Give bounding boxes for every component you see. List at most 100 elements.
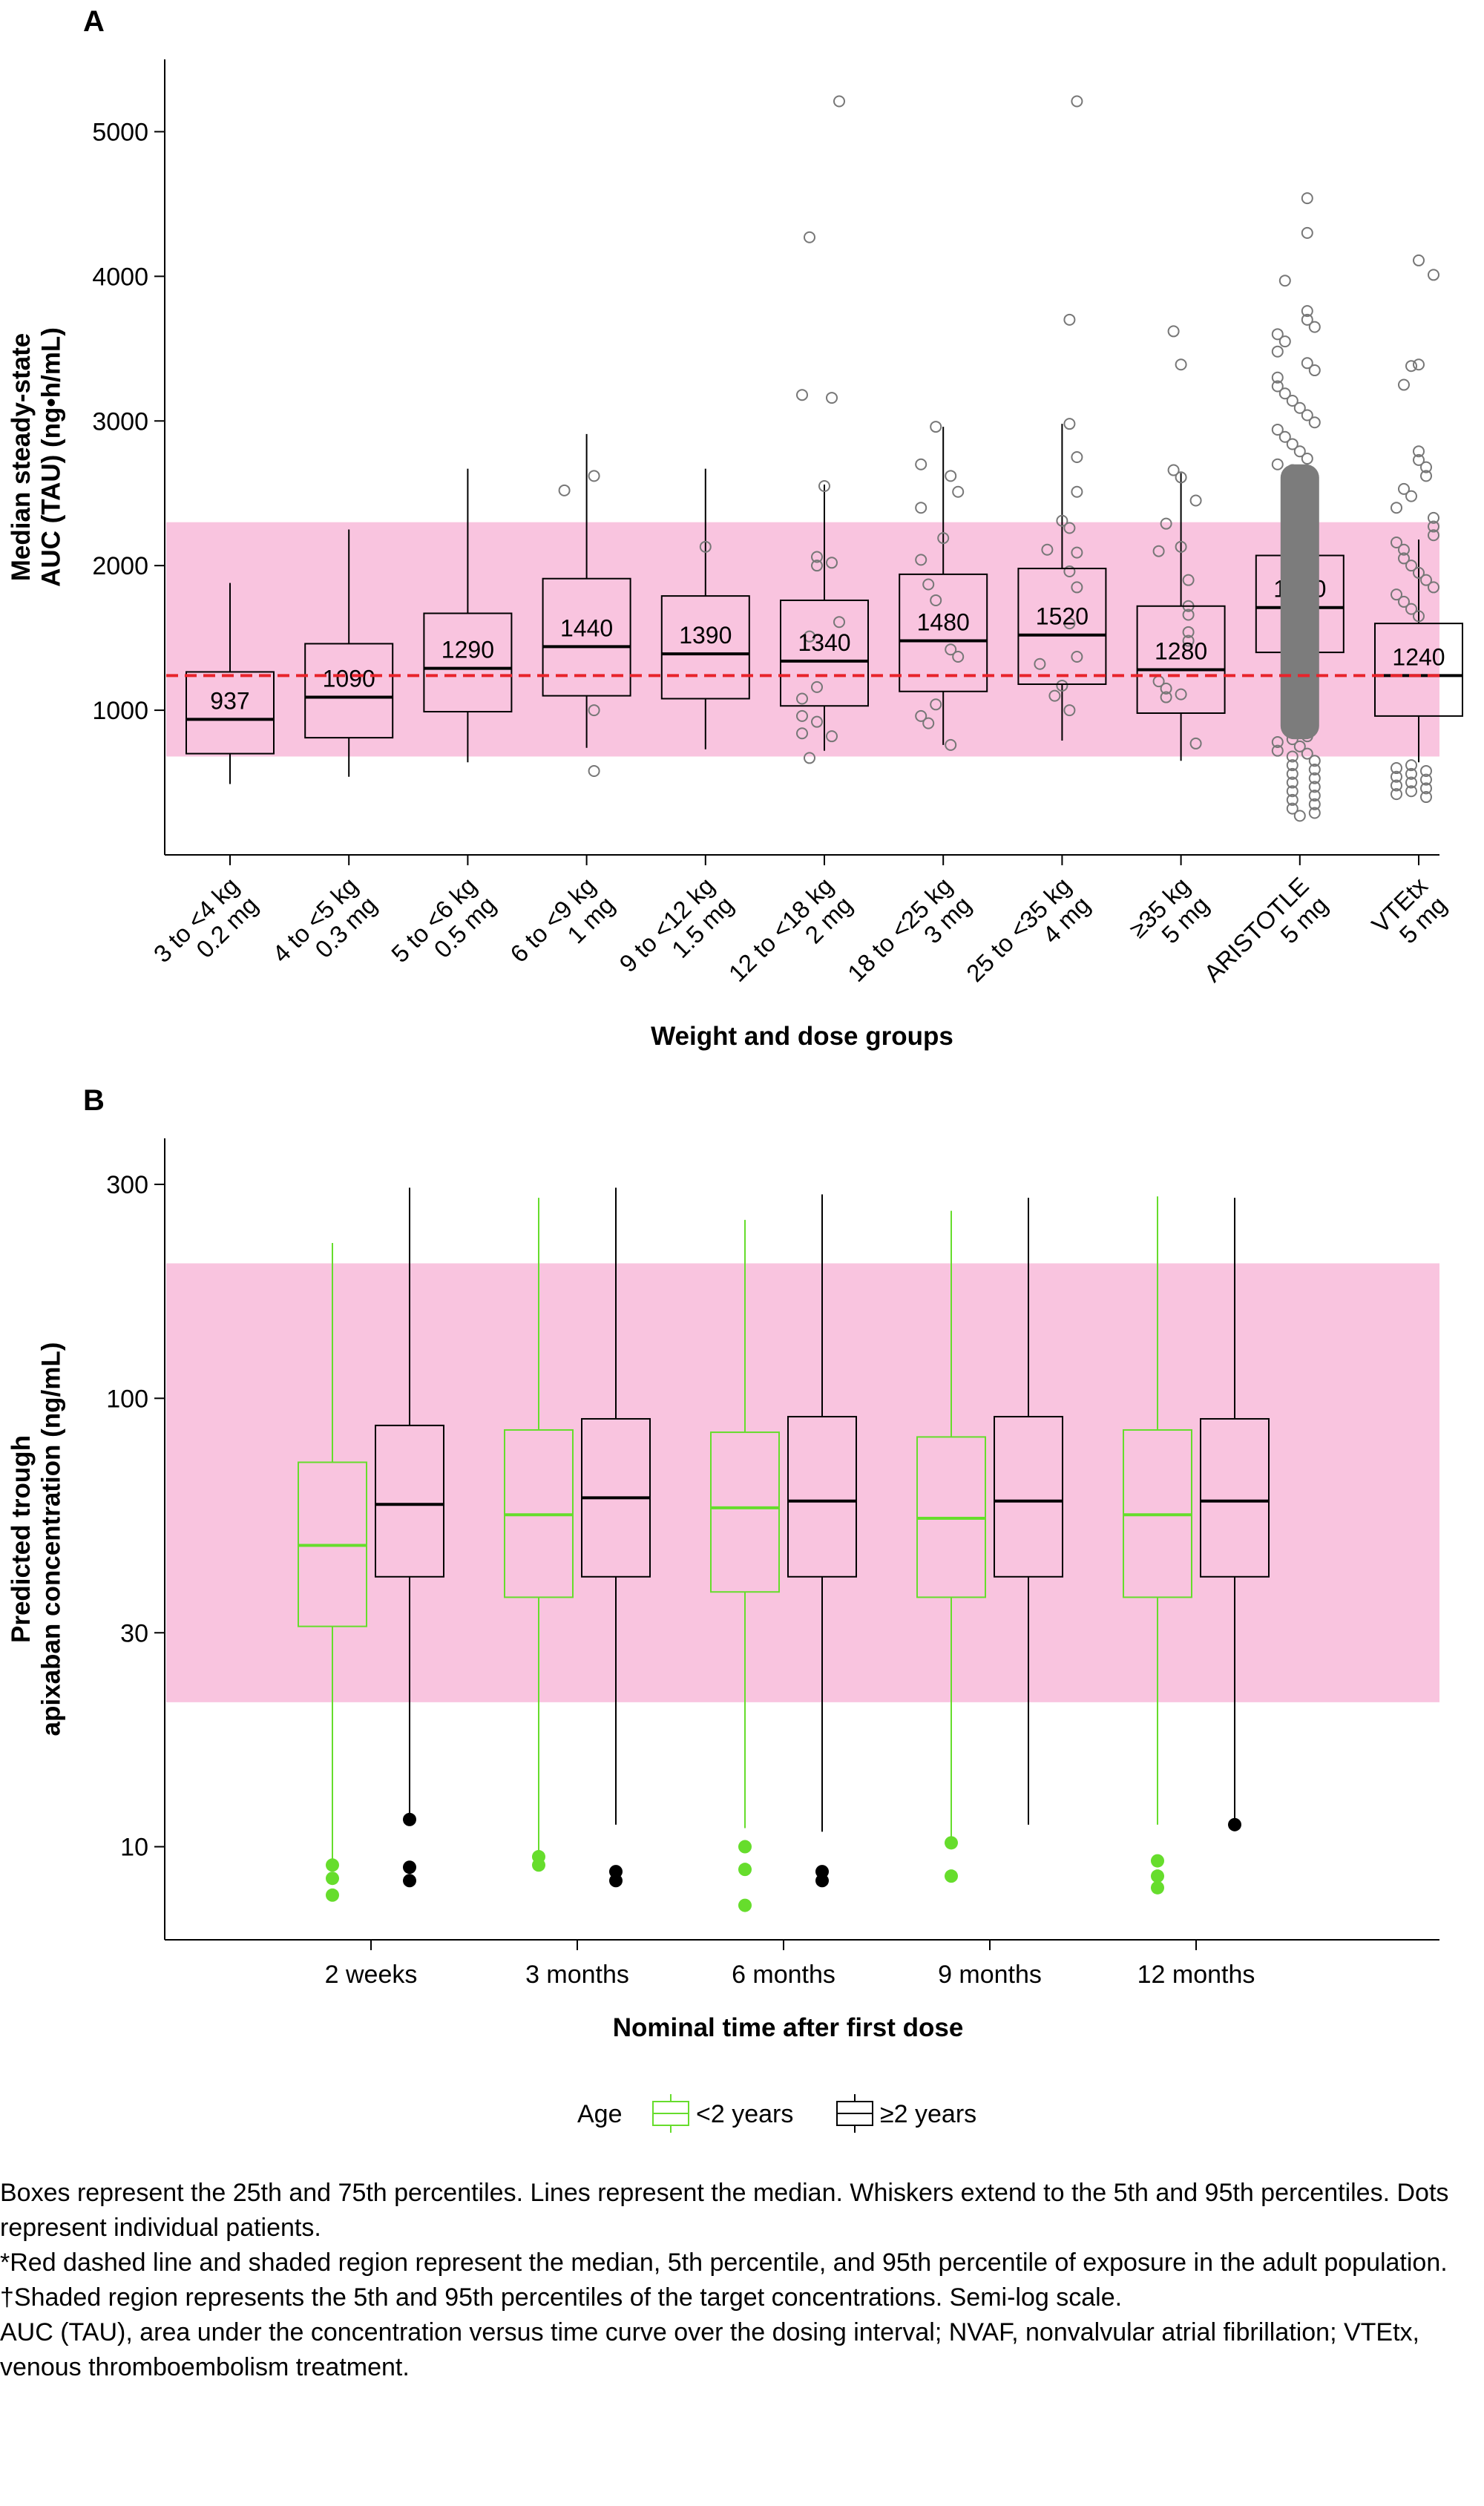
outlier-point: [1301, 226, 1313, 239]
outlier-point: [945, 1869, 958, 1883]
outlier-point: [1420, 791, 1432, 804]
box: [787, 1416, 857, 1578]
y-tick-label: 1000: [92, 697, 148, 725]
outlier-point: [945, 470, 957, 482]
outlier-point: [588, 764, 600, 777]
legend-entry: ≥2 years: [836, 2094, 976, 2133]
outlier-point: [1293, 401, 1306, 414]
outlier-point: [1420, 461, 1432, 473]
outlier-point: [1308, 755, 1321, 767]
outlier-point: [1405, 360, 1417, 373]
outlier-point: [1151, 1880, 1164, 1895]
box: [1017, 568, 1107, 686]
outlier-point: [1413, 610, 1425, 623]
outlier-point: [1278, 387, 1291, 400]
outlier-point: [1391, 788, 1402, 801]
legend-entry: <2 years: [652, 2094, 793, 2133]
outlier-point: [1398, 543, 1410, 556]
outlier-point: [804, 752, 815, 764]
outlier-point: [937, 532, 950, 545]
outlier-point: [1420, 764, 1432, 777]
outlier-point: [1428, 520, 1439, 533]
y-axis-title-line: Median steady-state: [7, 333, 36, 582]
y-axis-title: Predicted troughapixaban concentration (…: [7, 1342, 65, 1736]
y-tick-label: 4000: [92, 263, 148, 291]
footnote-shaded-region: †Shaded region represents the 5th and 95…: [0, 2283, 1123, 2312]
outlier-point: [1301, 452, 1313, 465]
y-tick-label: 30: [120, 1619, 148, 1647]
box: [994, 1416, 1063, 1578]
outlier-point: [1071, 485, 1083, 498]
outlier-point: [1271, 458, 1284, 470]
median-label: 1090: [323, 666, 375, 692]
x-tick-label: 3 to <4 kg0.2 mg: [148, 872, 263, 987]
outlier-point: [1420, 470, 1432, 482]
box: [375, 1424, 444, 1578]
outlier-point: [930, 421, 942, 433]
box-group: [787, 1194, 857, 1888]
outlier-point: [1413, 566, 1425, 579]
outlier-point: [1071, 581, 1083, 594]
box: [304, 643, 394, 739]
outlier-point: [403, 1874, 416, 1888]
aristotle-point-cloud: [1280, 464, 1319, 740]
outlier-point: [1391, 762, 1402, 775]
outlier-point: [1286, 776, 1298, 789]
y-tick-label: 100: [106, 1385, 148, 1413]
outlier-point: [796, 692, 808, 705]
outlier-point: [1413, 358, 1425, 371]
outlier-point: [1308, 764, 1321, 776]
reference-band: [166, 522, 1439, 757]
median-label: 1440: [560, 614, 613, 641]
outlier-point: [811, 680, 823, 693]
outlier-point: [1063, 522, 1076, 534]
outlier-point: [945, 1836, 958, 1850]
outlier-point: [1420, 574, 1432, 586]
outlier-point: [609, 1874, 623, 1888]
x-axis-title: Weight and dose groups: [651, 1022, 953, 1051]
outlier-point: [1278, 275, 1291, 287]
reference-band: [166, 1263, 1439, 1702]
x-tick-label: VTEtx5 mg: [1366, 871, 1452, 957]
panel-b-letter: B: [83, 1084, 105, 1117]
x-tick-label: 12 months: [1137, 1961, 1255, 1989]
outlier-point: [1160, 691, 1172, 703]
y-axis-title-line: Predicted trough: [7, 1435, 36, 1643]
outlier-point: [1063, 313, 1076, 326]
x-tick-label: 9 to <12 kg1.5 mg: [614, 872, 738, 997]
outlier-point: [804, 630, 815, 643]
outlier-point: [818, 479, 830, 492]
outlier-point: [738, 1898, 752, 1912]
y-tick-label: 3000: [92, 407, 148, 436]
outlier-point: [1301, 747, 1313, 760]
outlier-point: [1151, 1869, 1164, 1883]
outlier-point: [796, 389, 808, 401]
outlier-point: [1286, 802, 1298, 815]
outlier-point: [1175, 688, 1187, 701]
median-label: 1290: [441, 637, 494, 663]
outlier-point: [1428, 581, 1439, 594]
outlier-point: [826, 392, 838, 404]
outlier-point: [826, 557, 838, 569]
outlier-point: [1398, 378, 1410, 391]
outlier-point: [588, 470, 600, 482]
outlier-point: [922, 717, 935, 729]
outlier-point: [945, 738, 957, 751]
box: [542, 577, 631, 697]
legend-label: <2 years: [696, 2100, 793, 2128]
y-axis-title: Median steady-stateAUC (TAU) (ng•h/mL): [7, 327, 65, 587]
box: [660, 595, 750, 700]
box: [1200, 1417, 1270, 1578]
outlier-point: [1071, 650, 1083, 663]
outlier-point: [811, 715, 823, 728]
legend-title: Age: [577, 2100, 623, 2128]
panel-b: B 10 30 100 300 2 weeks 3 months 6 months 9 mont…: [7, 1084, 1439, 2133]
x-axis-title: Nominal time after first dose: [613, 2013, 964, 2042]
outlier-point: [1041, 543, 1054, 556]
outlier-point: [922, 578, 935, 591]
panel-a-letter: A: [83, 5, 105, 38]
outlier-point: [1048, 689, 1061, 702]
x-tick-label: 6 months: [732, 1961, 835, 1989]
outlier-point: [1189, 494, 1202, 507]
outlier-point: [403, 1812, 416, 1826]
